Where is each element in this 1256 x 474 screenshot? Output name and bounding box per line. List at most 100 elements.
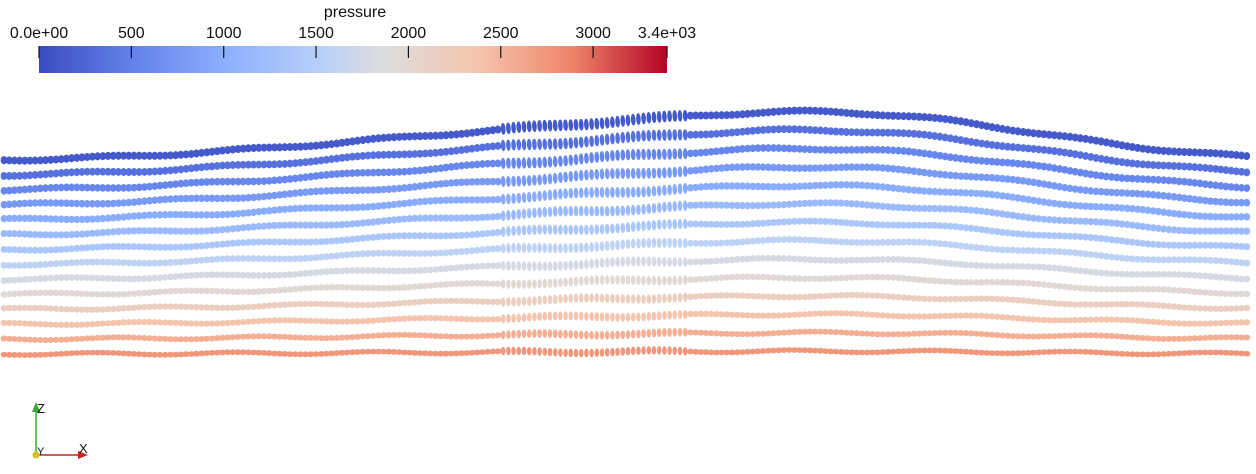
particle — [677, 238, 683, 248]
particle — [1149, 351, 1157, 358]
particle — [156, 274, 164, 282]
particle — [827, 127, 835, 136]
particle — [426, 214, 434, 222]
particle — [744, 312, 751, 319]
particle — [21, 214, 29, 222]
particle — [879, 312, 887, 319]
particle — [1066, 248, 1074, 256]
particle — [526, 261, 532, 272]
particle — [817, 310, 824, 317]
particle — [662, 219, 667, 230]
particle — [42, 260, 50, 268]
particle — [957, 278, 965, 286]
particle — [120, 184, 128, 192]
particle — [978, 244, 986, 252]
particle — [151, 351, 159, 358]
particle — [250, 143, 258, 153]
particle — [343, 204, 351, 212]
particle — [848, 274, 855, 281]
particle — [192, 178, 200, 187]
particle — [203, 241, 211, 250]
particle — [68, 168, 76, 177]
particle — [738, 127, 746, 136]
particle — [604, 348, 610, 357]
particle — [286, 159, 294, 168]
particle — [853, 163, 861, 171]
particle — [78, 274, 86, 281]
particle — [713, 274, 720, 282]
particle — [796, 217, 803, 225]
particle — [193, 320, 200, 327]
particle — [542, 329, 548, 338]
particle — [1035, 298, 1043, 306]
particle-row — [0, 125, 1251, 180]
particle — [739, 349, 746, 356]
particle — [1196, 196, 1204, 204]
particle — [931, 239, 939, 247]
particle — [707, 349, 715, 356]
particle — [208, 147, 216, 156]
particle — [972, 207, 980, 215]
particle — [754, 330, 762, 337]
particle — [630, 168, 636, 179]
particle — [915, 148, 923, 157]
particle — [208, 226, 216, 235]
particle — [276, 221, 284, 229]
particle — [853, 238, 861, 246]
particle — [770, 347, 777, 354]
x-axis-label: X — [79, 441, 88, 456]
particle — [354, 186, 362, 195]
particle — [801, 217, 809, 225]
particle — [151, 243, 159, 251]
particle — [307, 172, 315, 181]
particle — [1154, 224, 1162, 232]
particle — [1050, 216, 1058, 224]
particle — [1196, 179, 1204, 188]
particle — [151, 288, 159, 296]
particle — [187, 351, 195, 357]
particle — [910, 129, 918, 138]
particle — [1082, 285, 1089, 292]
particle — [281, 221, 289, 229]
particle — [260, 349, 268, 356]
particle — [1212, 257, 1219, 265]
particle — [707, 257, 715, 265]
particle — [837, 163, 845, 172]
particle — [104, 258, 112, 266]
particle — [842, 163, 850, 171]
particle — [198, 242, 206, 250]
particle — [380, 316, 387, 323]
particle — [1180, 177, 1188, 186]
particle — [697, 166, 705, 174]
particle — [686, 111, 694, 120]
particle — [941, 347, 949, 354]
particle — [146, 182, 154, 191]
particle — [744, 127, 752, 136]
particle — [874, 221, 882, 229]
particle — [1009, 246, 1017, 254]
particle — [1196, 212, 1204, 220]
particle — [858, 274, 866, 281]
particle — [848, 291, 855, 299]
particle — [432, 266, 439, 273]
particle — [447, 147, 455, 156]
particle — [1191, 304, 1199, 312]
particle — [1061, 348, 1069, 355]
particle — [478, 177, 486, 186]
particle — [1024, 195, 1032, 204]
particle — [1165, 241, 1173, 249]
particle — [349, 318, 356, 325]
particle — [1061, 132, 1069, 141]
particle — [447, 297, 455, 305]
particle — [978, 312, 985, 319]
particle — [68, 321, 75, 328]
particle — [1149, 175, 1157, 184]
axes-triad[interactable]: Z Y X — [32, 401, 88, 459]
particle — [328, 204, 336, 212]
particle — [542, 278, 548, 289]
particle — [900, 204, 908, 212]
particle — [354, 267, 361, 274]
particle — [281, 350, 289, 357]
